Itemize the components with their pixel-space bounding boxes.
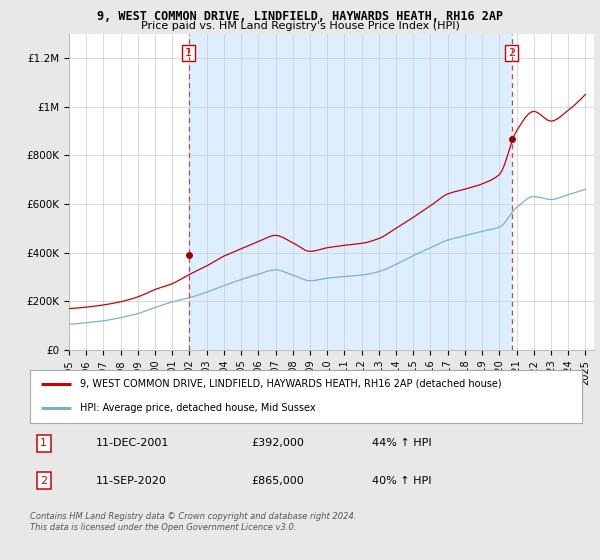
Text: £865,000: £865,000 <box>251 476 304 486</box>
Text: £392,000: £392,000 <box>251 438 304 449</box>
Text: 2: 2 <box>40 476 47 486</box>
Text: 9, WEST COMMON DRIVE, LINDFIELD, HAYWARDS HEATH, RH16 2AP: 9, WEST COMMON DRIVE, LINDFIELD, HAYWARD… <box>97 10 503 23</box>
Text: 1: 1 <box>185 48 192 58</box>
Text: 2: 2 <box>508 48 515 58</box>
Bar <box>188 34 512 350</box>
Text: 11-DEC-2001: 11-DEC-2001 <box>96 438 170 449</box>
Text: Contains HM Land Registry data © Crown copyright and database right 2024.
This d: Contains HM Land Registry data © Crown c… <box>30 512 356 532</box>
Text: 11-SEP-2020: 11-SEP-2020 <box>96 476 167 486</box>
Text: HPI: Average price, detached house, Mid Sussex: HPI: Average price, detached house, Mid … <box>80 403 316 413</box>
Text: Price paid vs. HM Land Registry's House Price Index (HPI): Price paid vs. HM Land Registry's House … <box>140 21 460 31</box>
Text: 44% ↑ HPI: 44% ↑ HPI <box>372 438 432 449</box>
Text: 1: 1 <box>40 438 47 449</box>
Text: 40% ↑ HPI: 40% ↑ HPI <box>372 476 432 486</box>
Text: 9, WEST COMMON DRIVE, LINDFIELD, HAYWARDS HEATH, RH16 2AP (detached house): 9, WEST COMMON DRIVE, LINDFIELD, HAYWARD… <box>80 379 502 389</box>
